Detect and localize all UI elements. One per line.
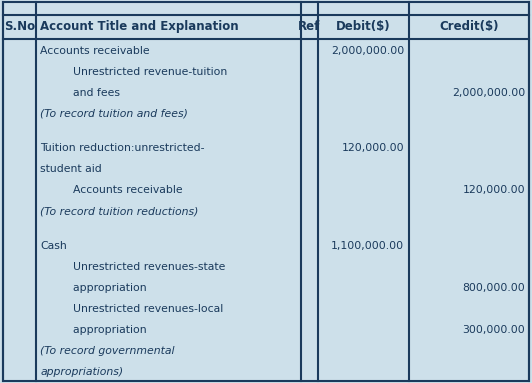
Text: 120,000.00: 120,000.00: [462, 185, 525, 195]
Text: student aid: student aid: [40, 164, 102, 174]
Text: Ref: Ref: [298, 20, 321, 33]
Text: (To record tuition reductions): (To record tuition reductions): [40, 206, 199, 216]
Text: Cash: Cash: [40, 241, 67, 251]
Text: 800,000.00: 800,000.00: [462, 283, 525, 293]
Text: Unrestricted revenue-tuition: Unrestricted revenue-tuition: [59, 67, 227, 77]
Text: 2,000,000.00: 2,000,000.00: [452, 88, 525, 98]
Text: 300,000.00: 300,000.00: [462, 325, 525, 335]
Text: Account Title and Explanation: Account Title and Explanation: [40, 20, 238, 33]
Text: 2,000,000.00: 2,000,000.00: [331, 46, 404, 56]
Text: Credit($): Credit($): [439, 20, 498, 33]
Text: 120,000.00: 120,000.00: [342, 143, 404, 153]
Text: Debit($): Debit($): [336, 20, 390, 33]
Text: (To record tuition and fees): (To record tuition and fees): [40, 108, 188, 119]
Text: Unrestricted revenues-local: Unrestricted revenues-local: [59, 304, 223, 314]
Text: Unrestricted revenues-state: Unrestricted revenues-state: [59, 262, 226, 272]
Text: S.No: S.No: [4, 20, 35, 33]
Text: (To record governmental: (To record governmental: [40, 346, 175, 356]
Text: Accounts receivable: Accounts receivable: [59, 185, 182, 195]
Text: 1,100,000.00: 1,100,000.00: [331, 241, 404, 251]
Text: appropriations): appropriations): [40, 367, 123, 376]
Text: appropriation: appropriation: [59, 325, 147, 335]
Text: appropriation: appropriation: [59, 283, 147, 293]
Text: Accounts receivable: Accounts receivable: [40, 46, 150, 56]
Text: Tuition reduction:unrestricted-: Tuition reduction:unrestricted-: [40, 143, 205, 153]
Text: and fees: and fees: [59, 88, 120, 98]
